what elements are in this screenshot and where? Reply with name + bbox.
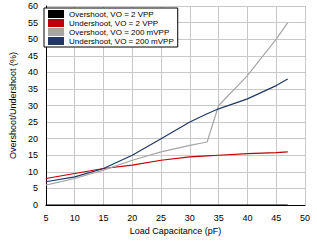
svg-text:30: 30 xyxy=(185,213,195,223)
svg-text:55: 55 xyxy=(28,18,38,28)
svg-text:45: 45 xyxy=(28,51,38,61)
svg-text:35: 35 xyxy=(214,213,224,223)
svg-text:25: 25 xyxy=(156,213,166,223)
svg-text:25: 25 xyxy=(28,117,38,127)
svg-text:10: 10 xyxy=(28,167,38,177)
svg-text:10: 10 xyxy=(70,213,80,223)
svg-text:15: 15 xyxy=(98,213,108,223)
svg-text:5: 5 xyxy=(33,183,38,193)
svg-text:20: 20 xyxy=(127,213,137,223)
svg-text:45: 45 xyxy=(271,213,281,223)
svg-text:Overshoot, VO = 2 VPP: Overshoot, VO = 2 VPP xyxy=(69,10,154,19)
svg-text:0: 0 xyxy=(33,200,38,210)
svg-text:Undershoot, VO = 200 mVPP: Undershoot, VO = 200 mVPP xyxy=(69,37,174,46)
svg-text:50: 50 xyxy=(28,34,38,44)
svg-text:30: 30 xyxy=(28,101,38,111)
svg-text:Overshoot/Undershoot (%): Overshoot/Undershoot (%) xyxy=(8,52,18,159)
svg-text:40: 40 xyxy=(242,213,252,223)
svg-text:Overshoot, VO = 200 mVPP: Overshoot, VO = 200 mVPP xyxy=(69,28,169,37)
svg-text:35: 35 xyxy=(28,84,38,94)
svg-text:40: 40 xyxy=(28,67,38,77)
svg-text:15: 15 xyxy=(28,150,38,160)
svg-text:Load Capacitance (pF): Load Capacitance (pF) xyxy=(130,226,222,236)
svg-text:60: 60 xyxy=(28,1,38,11)
svg-text:20: 20 xyxy=(28,134,38,144)
svg-text:50: 50 xyxy=(300,213,310,223)
svg-text:5: 5 xyxy=(43,213,48,223)
svg-text:Undershoot, VO = 2 VPP: Undershoot, VO = 2 VPP xyxy=(69,19,158,28)
